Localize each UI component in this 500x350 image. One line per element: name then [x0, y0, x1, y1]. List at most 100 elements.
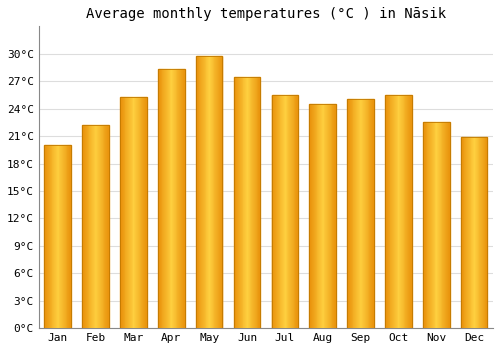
Bar: [363, 99, 364, 328]
Bar: [218, 56, 219, 328]
Bar: [136, 97, 137, 328]
Bar: [197, 56, 198, 328]
Title: Average monthly temperatures (°C ) in Nāsik: Average monthly temperatures (°C ) in Nā…: [86, 7, 446, 21]
Bar: [47, 145, 48, 328]
Bar: [203, 56, 204, 328]
Bar: [93, 125, 94, 328]
Bar: [409, 95, 410, 328]
Bar: [208, 56, 209, 328]
Bar: [172, 69, 173, 328]
Bar: [102, 125, 104, 328]
Bar: [158, 69, 184, 328]
Bar: [350, 99, 351, 328]
Bar: [394, 95, 395, 328]
Bar: [170, 69, 172, 328]
Bar: [348, 99, 374, 328]
Bar: [311, 104, 312, 328]
Bar: [248, 77, 249, 328]
Bar: [483, 137, 484, 328]
Bar: [466, 137, 467, 328]
Bar: [387, 95, 388, 328]
Bar: [121, 97, 122, 328]
Bar: [437, 122, 438, 328]
Bar: [293, 95, 294, 328]
Bar: [219, 56, 220, 328]
Bar: [285, 95, 286, 328]
Bar: [469, 137, 470, 328]
Bar: [274, 95, 275, 328]
Bar: [386, 95, 387, 328]
Bar: [246, 77, 247, 328]
Bar: [181, 69, 182, 328]
Bar: [284, 95, 285, 328]
Bar: [134, 97, 135, 328]
Bar: [44, 145, 71, 328]
Bar: [286, 95, 288, 328]
Bar: [198, 56, 200, 328]
Bar: [401, 95, 402, 328]
Bar: [60, 145, 62, 328]
Bar: [348, 99, 349, 328]
Bar: [431, 122, 432, 328]
Bar: [473, 137, 474, 328]
Bar: [400, 95, 401, 328]
Bar: [158, 69, 159, 328]
Bar: [392, 95, 393, 328]
Bar: [202, 56, 203, 328]
Bar: [464, 137, 466, 328]
Bar: [404, 95, 406, 328]
Bar: [129, 97, 130, 328]
Bar: [373, 99, 374, 328]
Bar: [385, 95, 411, 328]
Bar: [476, 137, 477, 328]
Bar: [318, 104, 319, 328]
Bar: [106, 125, 107, 328]
Bar: [123, 97, 124, 328]
Bar: [120, 97, 146, 328]
Bar: [206, 56, 208, 328]
Bar: [334, 104, 335, 328]
Bar: [321, 104, 322, 328]
Bar: [445, 122, 446, 328]
Bar: [234, 77, 236, 328]
Bar: [44, 145, 46, 328]
Bar: [327, 104, 328, 328]
Bar: [88, 125, 90, 328]
Bar: [87, 125, 88, 328]
Bar: [328, 104, 329, 328]
Bar: [164, 69, 165, 328]
Bar: [255, 77, 256, 328]
Bar: [132, 97, 134, 328]
Bar: [68, 145, 69, 328]
Bar: [182, 69, 183, 328]
Bar: [179, 69, 180, 328]
Bar: [66, 145, 68, 328]
Bar: [368, 99, 370, 328]
Bar: [462, 137, 464, 328]
Bar: [140, 97, 141, 328]
Bar: [467, 137, 468, 328]
Bar: [310, 104, 336, 328]
Bar: [200, 56, 201, 328]
Bar: [408, 95, 409, 328]
Bar: [430, 122, 431, 328]
Bar: [351, 99, 352, 328]
Bar: [167, 69, 168, 328]
Bar: [56, 145, 57, 328]
Bar: [204, 56, 206, 328]
Bar: [54, 145, 55, 328]
Bar: [120, 97, 121, 328]
Bar: [85, 125, 86, 328]
Bar: [65, 145, 66, 328]
Bar: [320, 104, 321, 328]
Bar: [57, 145, 58, 328]
Bar: [254, 77, 255, 328]
Bar: [272, 95, 274, 328]
Bar: [294, 95, 296, 328]
Bar: [258, 77, 260, 328]
Bar: [86, 125, 87, 328]
Bar: [360, 99, 362, 328]
Bar: [131, 97, 132, 328]
Bar: [96, 125, 98, 328]
Bar: [480, 137, 481, 328]
